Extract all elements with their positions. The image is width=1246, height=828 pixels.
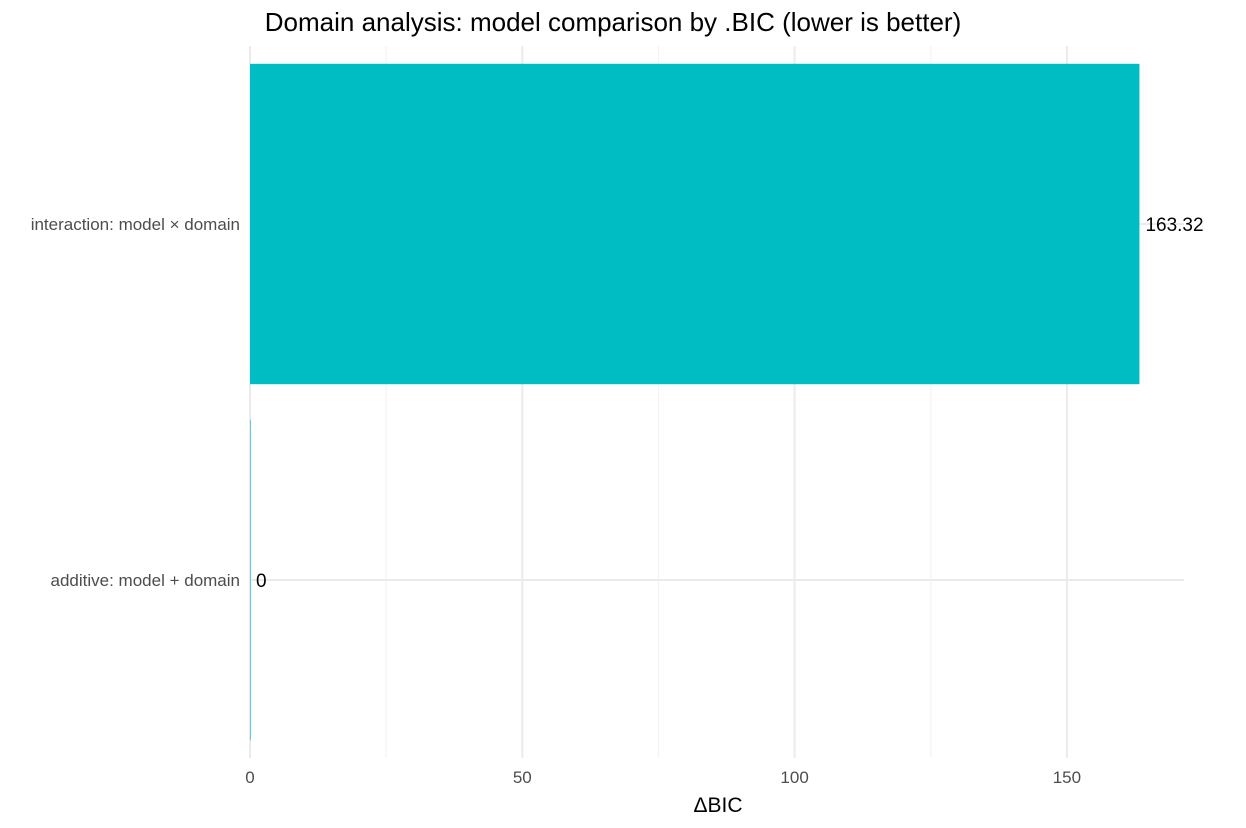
bar	[250, 63, 1140, 385]
y-tick-label: interaction: model × domain	[31, 215, 240, 234]
x-tick-label: 100	[780, 768, 808, 787]
bar	[250, 419, 251, 741]
x-axis-ticks: 0 50 100 150	[245, 768, 1081, 787]
y-tick-label: additive: model + domain	[51, 571, 240, 590]
bar-value-label: 163.32	[1145, 215, 1203, 236]
x-tick-label: 0	[245, 768, 254, 787]
chart-title: Domain analysis: model comparison by .BI…	[265, 7, 961, 37]
y-axis-ticks: interaction: model × domain additive: mod…	[31, 215, 240, 590]
bar-value-label: 0	[256, 571, 267, 592]
x-tick-label: 150	[1053, 768, 1081, 787]
data-labels: 163.32 0	[256, 215, 1204, 592]
x-tick-label: 50	[513, 768, 532, 787]
x-axis-label: ΔBIC	[693, 794, 742, 817]
bars	[250, 63, 1140, 741]
